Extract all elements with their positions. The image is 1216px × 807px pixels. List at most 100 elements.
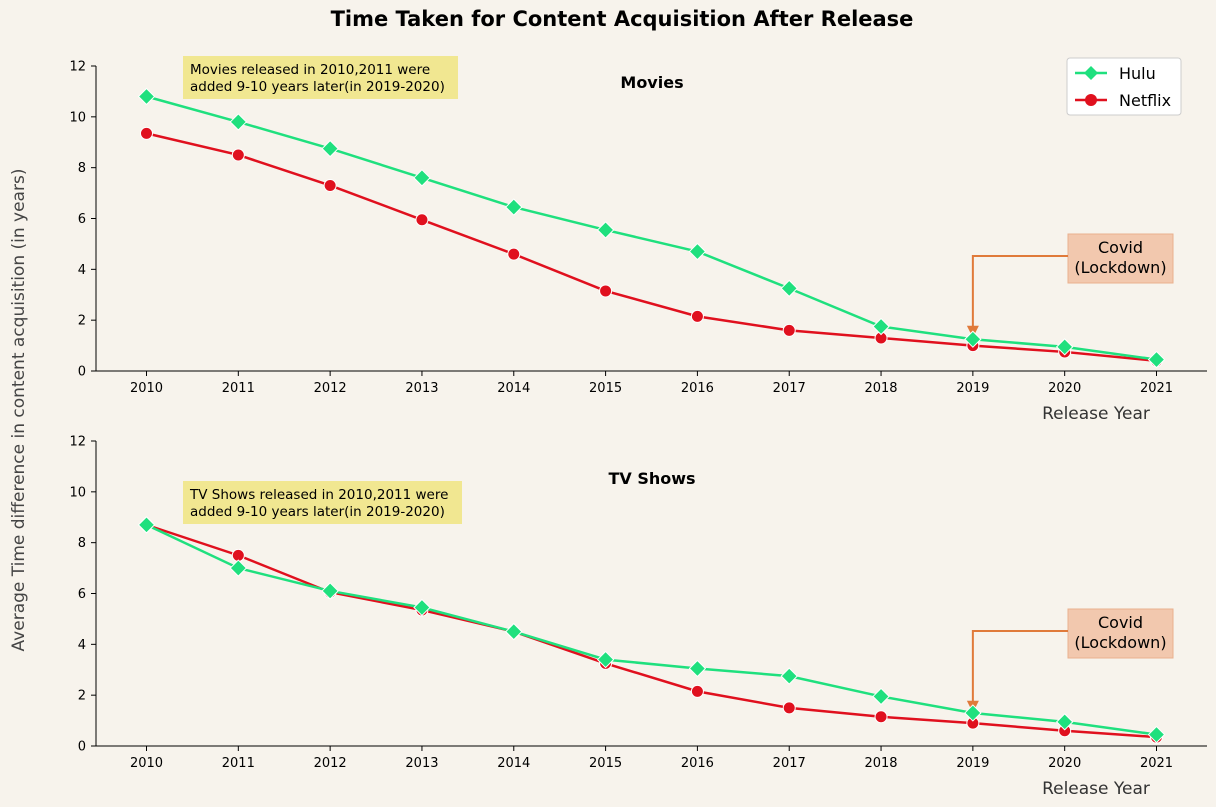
series-line-hulu	[146, 95, 1157, 361]
hulu-point	[596, 221, 615, 239]
hulu-point	[688, 242, 707, 261]
x-tick-label: 2012	[314, 381, 347, 396]
x-tick-label: 2014	[497, 381, 530, 396]
netflix-point	[874, 710, 888, 724]
hulu-point	[505, 198, 523, 216]
x-tick-label: 2020	[1048, 756, 1081, 771]
hulu-point	[1055, 338, 1074, 356]
hulu-point	[780, 667, 798, 685]
series-line-hulu	[145, 523, 1157, 736]
hulu-point	[780, 279, 798, 298]
hulu-point	[137, 87, 156, 106]
netflix-point	[690, 684, 704, 698]
x-tick-label: 2011	[222, 381, 255, 396]
x-tick-label: 2021	[1140, 756, 1173, 771]
netflix-point	[782, 701, 796, 715]
note-box	[183, 56, 458, 99]
x-tick-label: 2016	[681, 756, 714, 771]
panel-title: TV Shows	[608, 469, 695, 488]
x-axis-label: Release Year	[1042, 404, 1150, 424]
x-tick-label: 2015	[589, 381, 622, 396]
hulu-point	[1147, 350, 1166, 369]
note-box	[183, 481, 462, 524]
hulu-point	[1055, 713, 1074, 731]
x-tick-label: 2015	[589, 756, 622, 771]
x-tick-label: 2010	[130, 756, 163, 771]
covid-label: Covid (Lockdown)	[1074, 238, 1166, 277]
covid-arrow-line	[971, 630, 1068, 703]
x-tick-label: 2010	[130, 381, 163, 396]
hulu-point	[321, 582, 339, 600]
figure-title: Time Taken for Content Acquisition After…	[331, 7, 914, 31]
legend-label: Hulu	[1119, 64, 1156, 83]
covid-box	[1067, 608, 1174, 659]
netflix-point	[231, 148, 245, 162]
series-line-netflix	[146, 132, 1157, 363]
x-tick-label: 2017	[773, 756, 806, 771]
chart-panel-1: 0 2 4 6 8 10 12 2010 2011 2012 2013 2014 2015 2016 201…	[69, 56, 1207, 424]
hulu-point	[321, 139, 339, 158]
hulu-point	[964, 330, 982, 348]
y-tick-label: 4	[78, 263, 86, 278]
netflix-point	[140, 126, 153, 140]
hulu-point	[596, 650, 615, 669]
x-tick-label: 2012	[314, 756, 347, 771]
hulu-point	[229, 559, 248, 577]
y-tick-label: 10	[69, 485, 86, 500]
hulu-point	[1147, 725, 1166, 744]
x-tick-label: 2013	[405, 381, 438, 396]
y-tick-label: 2	[78, 689, 86, 704]
y-tick-label: 0	[78, 365, 86, 380]
y-tick-label: 6	[78, 587, 86, 602]
hulu-point	[413, 598, 431, 617]
y-tick-label: 12	[69, 60, 86, 75]
hulu-point	[413, 169, 431, 187]
x-axis-label: Release Year	[1042, 779, 1150, 799]
hulu-point	[505, 622, 523, 641]
hulu-point	[137, 516, 156, 534]
x-tick-label: 2017	[773, 381, 806, 396]
hulu-point	[688, 659, 707, 678]
y-tick-label: 6	[78, 212, 86, 227]
y-axis-label: Average Time difference in content acqui…	[9, 169, 29, 652]
x-tick-label: 2021	[1140, 381, 1173, 396]
legend-label: Netflix	[1119, 91, 1171, 110]
netflix-point	[782, 323, 796, 337]
x-tick-label: 2020	[1048, 381, 1081, 396]
hulu-point	[872, 317, 890, 336]
y-tick-label: 12	[69, 435, 86, 450]
netflix-point	[323, 178, 337, 192]
x-tick-label: 2013	[405, 756, 438, 771]
x-tick-label: 2019	[956, 381, 989, 396]
y-tick-label: 8	[78, 536, 86, 551]
y-tick-label: 4	[78, 638, 86, 653]
hulu-point	[964, 704, 982, 722]
hulu-point	[872, 687, 890, 706]
panel-title: Movies	[620, 73, 683, 92]
netflix-point	[690, 309, 704, 323]
y-tick-label: 0	[78, 740, 86, 755]
legend-marker	[1085, 94, 1097, 106]
x-tick-label: 2016	[681, 381, 714, 396]
note-text: Movies released in 2010,2011 were added 9…	[190, 62, 445, 95]
y-tick-label: 2	[78, 314, 86, 329]
hulu-point	[229, 113, 248, 131]
netflix-point	[415, 213, 429, 227]
x-tick-label: 2014	[497, 756, 530, 771]
netflix-point	[507, 247, 521, 261]
x-tick-label: 2011	[222, 756, 255, 771]
netflix-point	[599, 284, 613, 298]
note-text: TV Shows released in 2010,2011 were added…	[189, 487, 448, 520]
covid-arrow-line	[971, 255, 1068, 328]
x-tick-label: 2018	[864, 756, 897, 771]
y-tick-label: 8	[78, 161, 86, 176]
x-tick-label: 2018	[864, 381, 897, 396]
y-tick-label: 10	[69, 110, 86, 125]
covid-box	[1067, 233, 1174, 284]
covid-label: Covid (Lockdown)	[1074, 613, 1166, 652]
legend-marker	[1084, 66, 1098, 80]
chart-panel-2: 0 2 4 6 8 10 12 2010 2011 2012 2013 2014 2015 2016 201…	[69, 435, 1207, 799]
